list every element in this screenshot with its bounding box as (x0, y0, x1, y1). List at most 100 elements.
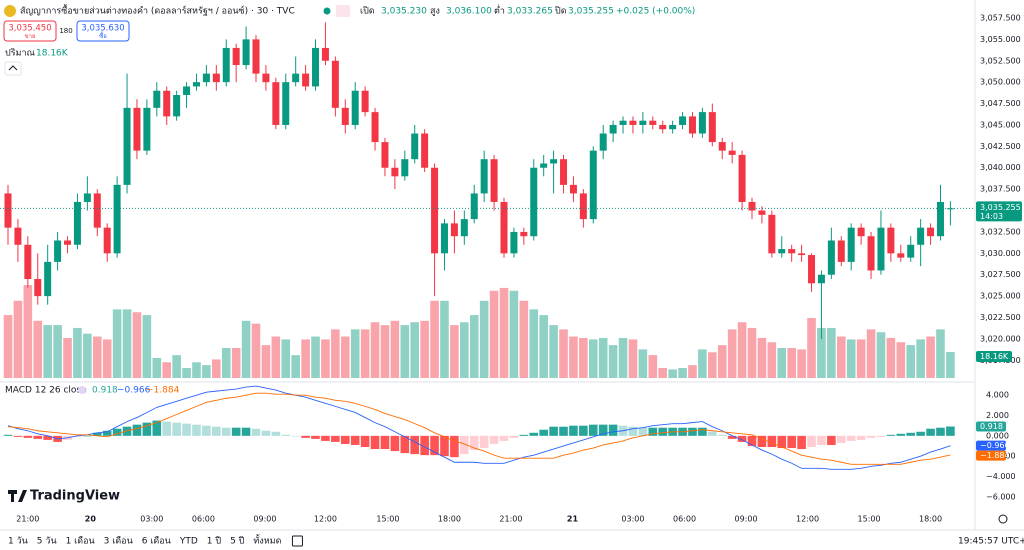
candle-body (431, 167, 439, 254)
macd-hist-bar (420, 435, 429, 456)
volume-bar (668, 369, 677, 378)
macd-hist-bar (698, 427, 707, 436)
candle-body (411, 133, 419, 160)
volume-bar (529, 309, 539, 378)
macd-hist-bar (350, 435, 360, 445)
candle-body (808, 255, 816, 284)
range-button[interactable]: YTD (179, 537, 198, 547)
settings-icon[interactable] (998, 514, 1008, 524)
macd-hist-bar (856, 435, 866, 440)
macd-line-value: −0.966 (117, 386, 151, 396)
date-range-icon[interactable] (291, 535, 303, 547)
candle-body (391, 167, 399, 177)
macd-hist-bar (460, 435, 469, 455)
volume-bar (817, 327, 826, 378)
macd-hist-bar (529, 432, 539, 436)
clock: 19:45:57 UTC+7 (958, 537, 1024, 547)
macd-hist-bar (797, 435, 806, 450)
candle-body (321, 47, 329, 61)
volume-bar (866, 329, 876, 378)
macd-hist-bar (688, 427, 697, 436)
macd-hist-bar (658, 427, 668, 436)
price-tick-label: 3,050.000 (980, 78, 1021, 87)
macd-hist-bar (360, 435, 370, 448)
range-button[interactable]: 5 วัน (37, 537, 57, 547)
time-tick-label: 09:00 (735, 515, 758, 524)
candle-body (550, 159, 558, 164)
candle-body (510, 231, 518, 254)
macd-hist-bar (291, 435, 300, 437)
volume-bar (509, 290, 519, 378)
macd-hist-bar (588, 424, 598, 436)
brand-name: TradingView (30, 489, 120, 504)
market-status[interactable] (323, 7, 331, 15)
volume-bar (102, 339, 112, 378)
indicator-icon[interactable] (336, 5, 350, 17)
candle-body (192, 82, 200, 87)
time-tick-label: 03:00 (140, 515, 163, 524)
macd-hist-bar (301, 435, 310, 438)
candle-body (887, 227, 895, 254)
range-button[interactable]: 6 เดือน (142, 536, 171, 547)
candle-body (599, 133, 607, 151)
volume-bar (360, 329, 370, 378)
candle-body (629, 120, 637, 125)
candle-body (252, 39, 260, 74)
candle-body (371, 112, 379, 143)
volume-bar (827, 327, 836, 378)
volume-bar (33, 320, 43, 378)
macd-hist-bar (817, 435, 826, 445)
candle-body (877, 227, 885, 271)
time-tick-label: 21:00 (16, 515, 39, 524)
macd-hist-bar (390, 435, 400, 452)
macd-hist-bar (450, 435, 459, 458)
candle-body (817, 274, 825, 284)
volume-bar (598, 337, 608, 378)
candle-body (907, 244, 915, 258)
macd-tag-label: −0.966 (980, 441, 1010, 450)
candle-body (649, 120, 657, 125)
time-tick-label: 21:00 (499, 515, 522, 524)
macd-hist-bar (896, 433, 906, 436)
candle-body (212, 73, 220, 83)
macd-hist-bar (886, 434, 896, 436)
price-tick-label: 3,042.500 (980, 142, 1021, 151)
macd-hist-bar (430, 435, 439, 456)
volume-bar (112, 309, 122, 378)
candle-body (936, 201, 944, 237)
candle-body (728, 150, 736, 155)
low-value: 3,033.265 (507, 7, 553, 17)
candle-body (73, 201, 81, 245)
sell-button[interactable] (3, 20, 57, 42)
price-tick-label: 3,052.500 (980, 56, 1021, 65)
volume-bar (936, 329, 945, 378)
candle-body (312, 47, 320, 87)
time-tick-label: 18:00 (919, 515, 942, 524)
candle-body (857, 227, 865, 237)
volume-bar (23, 285, 33, 378)
volume-bar (886, 337, 896, 378)
volume-bar (192, 362, 201, 378)
candle-body (153, 90, 161, 108)
collapse-button[interactable] (4, 61, 22, 76)
range-button[interactable]: ทั้งหมด (253, 534, 281, 547)
volume-bar (440, 300, 449, 378)
range-button[interactable]: 3 เดือน (104, 536, 133, 547)
candle-body (778, 249, 786, 254)
range-button[interactable]: 1 ปี (207, 536, 222, 547)
range-button[interactable]: 1 วัน (8, 537, 28, 547)
volume-bar (321, 339, 330, 378)
candle-body (688, 116, 696, 134)
buy-button[interactable] (76, 20, 130, 42)
candle-body (788, 249, 796, 254)
macd-settings[interactable] (78, 386, 86, 394)
range-button[interactable]: 1 เดือน (66, 536, 95, 547)
volume-bar (13, 300, 23, 378)
macd-tick-label: −6.000 (986, 492, 1016, 501)
price-tick-label: 3,022.500 (980, 313, 1021, 322)
candle-body (619, 120, 627, 125)
range-button[interactable]: 5 ปี (230, 536, 245, 547)
candle-body (54, 240, 62, 262)
volume-bar (777, 347, 787, 378)
macd-hist-bar (569, 425, 578, 436)
